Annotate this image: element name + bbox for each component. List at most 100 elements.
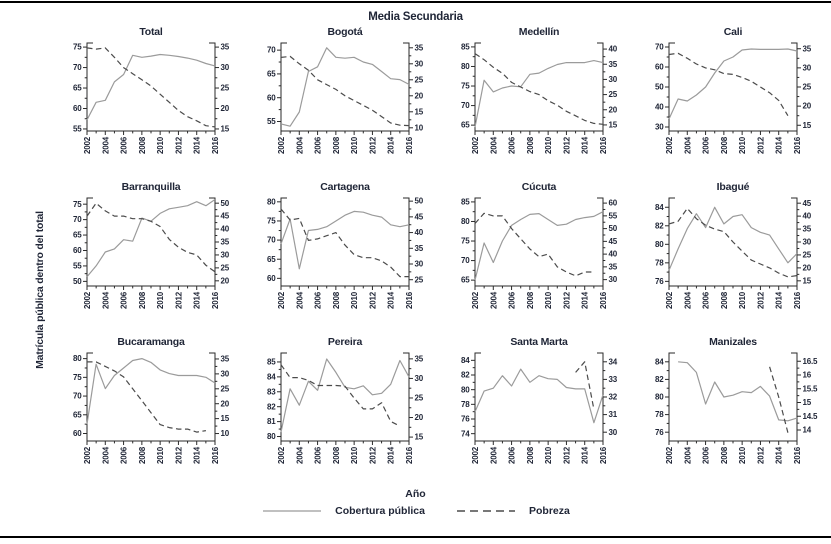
svg-text:82: 82 [655, 221, 664, 230]
panel-plot-pereira: 80 81 82 83 84 85 15 20 25 30 35 2002 2004 2006 2008 20… [267, 352, 424, 464]
svg-text:10: 10 [221, 429, 230, 438]
svg-text:76: 76 [461, 415, 470, 424]
svg-text:2006: 2006 [120, 136, 129, 154]
svg-text:2002: 2002 [277, 446, 286, 464]
panel-plot-medellin: 65 70 75 80 85 15 20 25 30 35 40 2002 2004 2006 2008 20… [461, 42, 618, 154]
svg-text:30: 30 [415, 374, 424, 383]
legend-label-cobertura: Cobertura pública [335, 505, 425, 517]
svg-text:60: 60 [655, 63, 664, 72]
figure-title: Media Secundaria [368, 11, 463, 23]
svg-text:78: 78 [461, 400, 470, 409]
svg-text:10: 10 [415, 123, 424, 132]
svg-text:2016: 2016 [599, 446, 608, 464]
svg-text:70: 70 [73, 392, 82, 401]
panel-title: Pereira [327, 336, 363, 348]
svg-text:2004: 2004 [295, 291, 304, 309]
svg-text:2002: 2002 [277, 136, 286, 154]
svg-text:35: 35 [221, 355, 230, 364]
svg-text:2004: 2004 [295, 446, 304, 464]
svg-text:76: 76 [655, 277, 664, 286]
svg-text:2014: 2014 [387, 291, 396, 309]
svg-text:2006: 2006 [702, 291, 711, 309]
svg-text:2008: 2008 [720, 446, 729, 464]
svg-text:2002: 2002 [665, 291, 674, 309]
svg-text:45: 45 [221, 212, 230, 221]
svg-text:20: 20 [415, 413, 424, 422]
panel-medellin: Medellín 65 70 75 80 85 15 20 25 30 35 40 2002 2004 2… [442, 26, 636, 179]
svg-text:35: 35 [221, 43, 230, 52]
svg-text:2002: 2002 [83, 291, 92, 309]
svg-text:80: 80 [461, 62, 470, 71]
svg-text:2006: 2006 [120, 291, 129, 309]
svg-text:30: 30 [609, 428, 618, 437]
svg-text:2006: 2006 [702, 446, 711, 464]
svg-text:2002: 2002 [665, 446, 674, 464]
panel-plot-bucaramanga: 60 65 70 75 80 10 15 20 25 30 35 2002 2004 2006 2008 20… [73, 352, 230, 464]
svg-text:82: 82 [655, 375, 664, 384]
svg-text:2006: 2006 [314, 291, 323, 309]
svg-text:30: 30 [803, 63, 812, 72]
svg-text:2008: 2008 [332, 446, 341, 464]
svg-text:2008: 2008 [332, 291, 341, 309]
svg-text:60: 60 [267, 274, 276, 283]
svg-text:25: 25 [803, 251, 812, 260]
panel-title: Barranquilla [121, 181, 181, 193]
svg-text:31: 31 [609, 410, 618, 419]
svg-text:2004: 2004 [683, 291, 692, 309]
svg-text:2014: 2014 [581, 291, 590, 309]
svg-text:74: 74 [461, 429, 470, 438]
svg-text:78: 78 [655, 410, 664, 419]
svg-text:2014: 2014 [775, 291, 784, 309]
svg-text:84: 84 [655, 203, 664, 212]
svg-text:20: 20 [221, 276, 230, 285]
svg-text:20: 20 [415, 91, 424, 100]
svg-text:2004: 2004 [101, 446, 110, 464]
svg-text:85: 85 [267, 358, 276, 367]
legend-solid-line-icon [263, 510, 322, 512]
svg-text:15: 15 [803, 398, 812, 407]
svg-text:2004: 2004 [683, 446, 692, 464]
panel-title: Bucaramanga [117, 336, 185, 348]
svg-text:2012: 2012 [368, 446, 377, 464]
panel-bogota: Bogotá 55 60 65 70 10 15 20 25 30 35 2002 2004 2006 2… [248, 26, 442, 179]
svg-text:40: 40 [415, 228, 424, 237]
svg-text:2014: 2014 [193, 136, 202, 154]
panel-cali: Cali 30 40 50 60 70 15 20 25 30 35 2002 2004 2006 200… [636, 26, 830, 179]
svg-text:70: 70 [267, 236, 276, 245]
svg-text:2004: 2004 [489, 291, 498, 309]
panel-title: Santa Marta [510, 336, 568, 348]
svg-text:55: 55 [73, 262, 82, 271]
svg-text:2012: 2012 [174, 136, 183, 154]
svg-text:25: 25 [221, 84, 230, 93]
svg-text:50: 50 [415, 197, 424, 206]
svg-text:75: 75 [461, 82, 470, 91]
svg-text:2010: 2010 [350, 446, 359, 464]
svg-text:2012: 2012 [756, 291, 765, 309]
svg-text:40: 40 [655, 103, 664, 112]
svg-text:2006: 2006 [508, 136, 517, 154]
svg-text:2016: 2016 [793, 291, 802, 309]
svg-text:35: 35 [415, 43, 424, 52]
svg-text:20: 20 [221, 104, 230, 113]
svg-text:16.5: 16.5 [803, 357, 819, 366]
svg-text:2010: 2010 [544, 291, 553, 309]
svg-text:15: 15 [415, 433, 424, 442]
svg-text:2012: 2012 [756, 446, 765, 464]
svg-text:20: 20 [609, 105, 618, 114]
svg-text:80: 80 [461, 217, 470, 226]
svg-text:70: 70 [461, 256, 470, 265]
svg-text:40: 40 [609, 250, 618, 259]
svg-text:15: 15 [221, 125, 230, 134]
svg-text:65: 65 [461, 121, 470, 130]
panel-barranquilla: Barranquilla 50 55 60 65 70 75 20 25 30 35 40 45 50 2… [54, 181, 248, 334]
svg-text:2016: 2016 [599, 291, 608, 309]
panel-manizales: Manizales 76 78 80 82 84 14 14.5 15 15.5 16 16.5 20… [636, 336, 830, 489]
svg-text:2002: 2002 [277, 291, 286, 309]
svg-text:2004: 2004 [489, 136, 498, 154]
svg-text:30: 30 [415, 59, 424, 68]
panel-plot-cucuta: 65 70 75 80 85 30 35 40 45 50 55 60 2002 2004 2006 2008… [461, 197, 618, 309]
svg-text:80: 80 [655, 393, 664, 402]
svg-text:2010: 2010 [350, 136, 359, 154]
svg-text:2002: 2002 [665, 136, 674, 154]
panel-ibague: Ibagué 76 78 80 82 84 15 20 25 30 35 40 45 2002 2004 2… [636, 181, 830, 334]
